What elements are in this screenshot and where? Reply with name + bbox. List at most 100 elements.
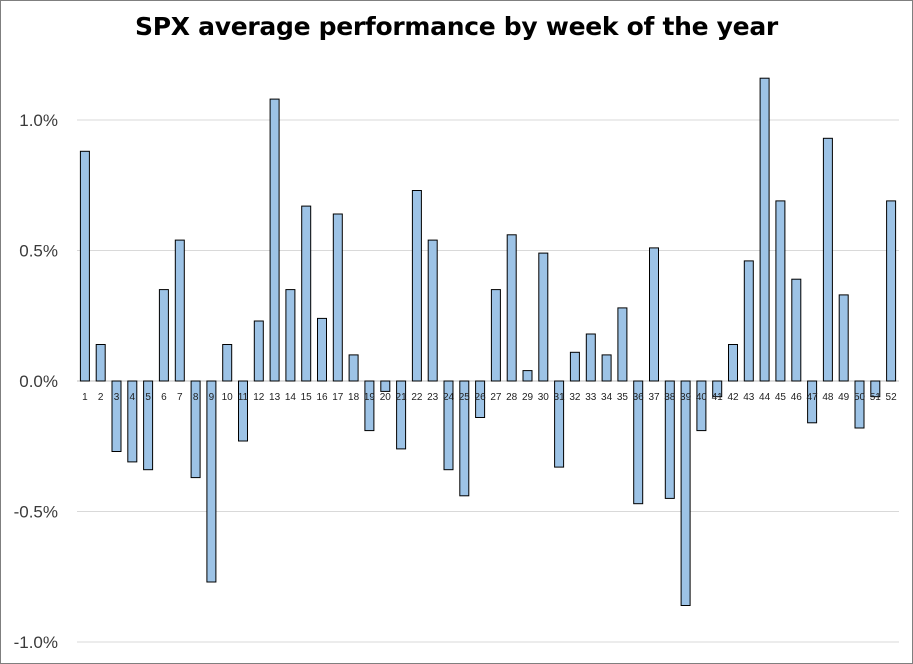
x-tick-label: 7 <box>177 392 183 403</box>
bar-week-28 <box>506 234 517 382</box>
bar-week-34 <box>601 354 612 382</box>
x-tick-label: 18 <box>348 392 360 403</box>
x-tick-label: 43 <box>743 392 755 403</box>
bar-week-14 <box>285 289 296 382</box>
x-tick-label: 30 <box>538 392 550 403</box>
bar-week-39 <box>680 380 691 606</box>
bar-week-13 <box>269 98 280 382</box>
x-tick-label: 21 <box>396 392 408 403</box>
x-tick-label: 41 <box>712 392 724 403</box>
bar-week-8 <box>190 380 201 479</box>
x-tick-label: 44 <box>759 392 771 403</box>
x-tick-label: 45 <box>775 392 787 403</box>
x-tick-label: 38 <box>664 392 676 403</box>
bar-week-2 <box>95 344 106 382</box>
bar-week-37 <box>649 247 659 382</box>
x-tick-label: 27 <box>490 392 502 403</box>
x-tick-label: 50 <box>854 392 866 403</box>
bar-week-4 <box>127 380 138 463</box>
y-tick-label: 1.0% <box>19 111 58 130</box>
y-tick-label: -0.5% <box>14 503 58 522</box>
bar-week-52 <box>886 200 897 382</box>
bar-week-18 <box>348 354 359 382</box>
x-tick-label: 24 <box>443 392 455 403</box>
x-tick-label: 15 <box>301 392 313 403</box>
y-tick-label: 0.0% <box>19 372 58 391</box>
x-tick-label: 10 <box>222 392 234 403</box>
bar-week-10 <box>222 344 233 382</box>
x-tick-label: 32 <box>569 392 581 403</box>
x-tick-label: 48 <box>822 392 834 403</box>
x-tick-label: 11 <box>238 392 249 403</box>
bar-week-32 <box>569 351 580 382</box>
y-axis-ticks: 1.0% 0.5% 0.0% -0.5% -1.0% <box>14 111 58 652</box>
x-tick-label: 34 <box>601 392 613 403</box>
bar-week-35 <box>617 307 628 382</box>
bar-week-48 <box>822 137 833 382</box>
x-tick-label: 3 <box>114 392 120 403</box>
bar-week-41 <box>712 380 723 398</box>
x-tick-label: 19 <box>364 392 376 403</box>
x-axis-ticks: 1 2 3 4 5 6 7 8 9 10 11 12 13 14 15 16 17 18 19 20 21 22 23 24 2… <box>82 392 897 403</box>
x-tick-label: 31 <box>554 392 566 403</box>
y-tick-label: 0.5% <box>19 242 58 261</box>
bar-week-40 <box>696 380 707 432</box>
bar-week-27 <box>490 289 501 382</box>
bar-week-49 <box>838 294 849 382</box>
bar-week-21 <box>396 380 407 450</box>
bar-week-6 <box>158 289 169 382</box>
x-tick-label: 51 <box>870 392 882 403</box>
x-tick-label: 12 <box>253 392 265 403</box>
bar-week-9 <box>206 380 217 583</box>
bar-week-1 <box>79 150 90 382</box>
bar-week-44 <box>759 77 770 382</box>
x-tick-label: 37 <box>648 392 660 403</box>
x-tick-label: 52 <box>886 392 898 403</box>
x-tick-label: 47 <box>807 392 819 403</box>
x-tick-label: 36 <box>633 392 645 403</box>
x-tick-label: 4 <box>130 392 136 403</box>
x-tick-label: 14 <box>285 392 297 403</box>
bar-week-42 <box>728 344 738 382</box>
x-tick-label: 2 <box>98 392 104 403</box>
x-tick-label: 20 <box>380 392 392 403</box>
y-tick-label: -1.0% <box>14 633 58 652</box>
x-tick-label: 13 <box>269 392 281 403</box>
bar-week-3 <box>111 380 122 452</box>
x-tick-label: 42 <box>727 392 739 403</box>
x-tick-label: 5 <box>145 392 151 403</box>
x-tick-label: 22 <box>411 392 423 403</box>
x-tick-label: 33 <box>585 392 597 403</box>
bar-week-11 <box>238 380 248 442</box>
x-tick-label: 1 <box>82 392 88 403</box>
bar-week-36 <box>633 380 644 505</box>
bar-week-51 <box>870 380 881 398</box>
bar-week-30 <box>538 252 549 382</box>
bar-week-17 <box>332 213 343 382</box>
x-tick-label: 35 <box>617 392 629 403</box>
x-tick-label: 6 <box>161 392 167 403</box>
bar-week-50 <box>854 380 865 429</box>
bar-week-33 <box>585 333 596 382</box>
x-tick-label: 49 <box>838 392 850 403</box>
bar-week-38 <box>664 380 675 499</box>
x-tick-label: 9 <box>209 392 215 403</box>
bar-week-12 <box>253 320 264 382</box>
x-tick-label: 40 <box>696 392 708 403</box>
x-tick-label: 23 <box>427 392 439 403</box>
bar-week-24 <box>443 380 454 471</box>
bars <box>79 77 897 606</box>
bar-week-16 <box>317 317 327 382</box>
bar-week-46 <box>791 278 802 382</box>
bar-week-7 <box>174 239 185 382</box>
x-tick-label: 25 <box>459 392 471 403</box>
x-tick-label: 39 <box>680 392 692 403</box>
bar-week-26 <box>475 380 486 418</box>
x-tick-label: 29 <box>522 392 534 403</box>
bar-week-20 <box>380 380 391 392</box>
x-tick-label: 17 <box>332 392 344 403</box>
bar-week-22 <box>411 190 422 382</box>
bar-week-31 <box>554 380 565 468</box>
x-tick-label: 46 <box>791 392 803 403</box>
